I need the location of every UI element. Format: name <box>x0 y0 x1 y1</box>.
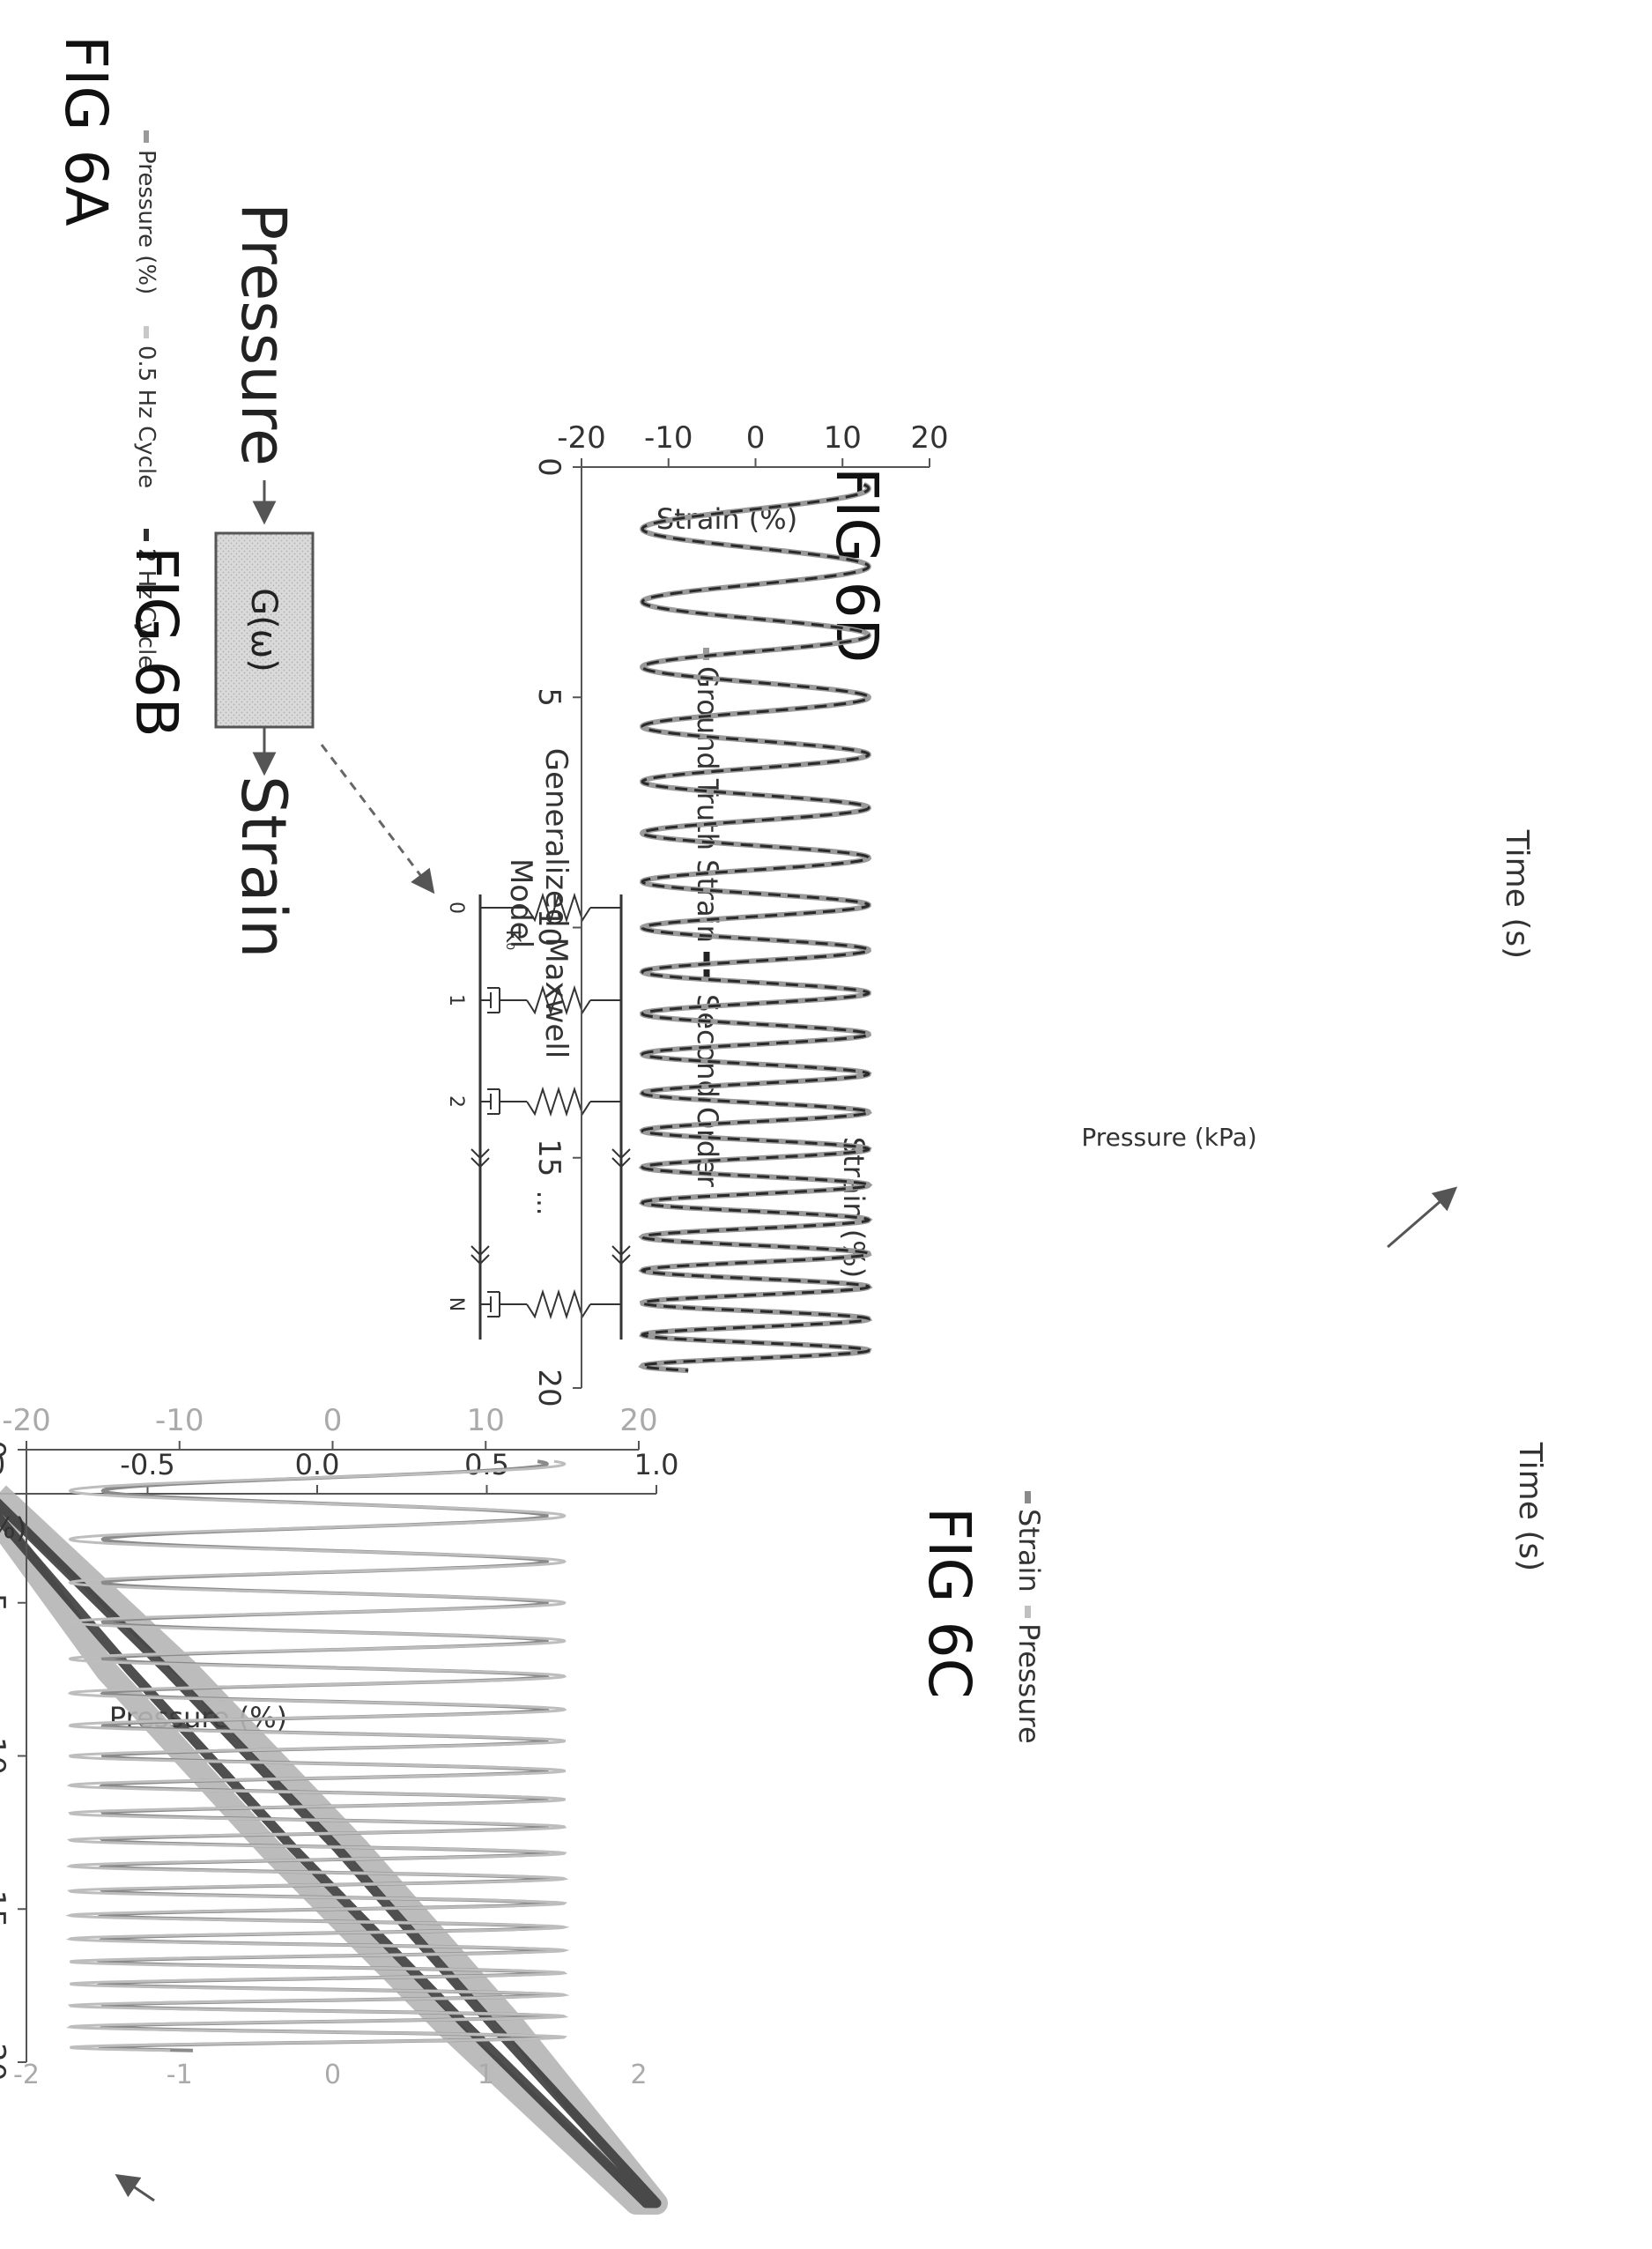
spring <box>526 892 591 924</box>
fig-6a-plot <box>0 1482 668 2215</box>
fig-6d-plot <box>638 482 873 1374</box>
legend-swatch-2hz <box>144 529 149 541</box>
branch-label: 2 <box>445 1095 467 1108</box>
fig-6d-legend: Ground Truth Strain Second Order <box>691 648 724 1188</box>
dashpot-cup <box>487 1088 500 1115</box>
x-tick-label: 20 <box>0 2043 11 2081</box>
break-mark <box>470 1148 490 1169</box>
x-tick-label: 10 <box>531 909 567 946</box>
branch-label: 1 <box>445 994 467 1006</box>
dashpot-cup <box>487 1291 500 1317</box>
y-tick-label: 10 <box>824 420 862 456</box>
fig-6a-axes: -1.0-0.50.00.51.0-1.0-0.50.00.51.0 <box>0 1448 679 1495</box>
fig-6d: FIG 6D Ground Truth Strain Second Order … <box>531 420 1535 1407</box>
fig-6c-y2label: Pressure (kPa) <box>1081 1123 1256 1152</box>
fig-6c-xlabel: Time (s) <box>1512 1442 1548 1571</box>
legend-label-05hz: 0.5 Hz Cycle <box>133 345 159 488</box>
fig-6a-legend: Pressure (%) 0.5 Hz Cycle 2 Hz Cycle <box>133 130 159 669</box>
branch-label: 0 <box>445 902 467 914</box>
fig-6c-plot <box>65 1459 570 2052</box>
maxwell-model-diagram: 0 1 2 N K₀... <box>445 892 631 1340</box>
x-tick-label: 20 <box>531 1369 567 1407</box>
y-tick-label: -20 <box>557 420 606 456</box>
fig-6a-arrow-top <box>1387 1186 1458 1249</box>
y2-tick-label: -2 <box>13 2060 40 2090</box>
series-second-order <box>640 483 871 1372</box>
y-tick-label: -20 <box>2 1403 51 1438</box>
y2-tick-label: 0 <box>324 2060 341 2090</box>
legend-label-ground-truth: Ground Truth Strain <box>691 666 724 943</box>
k0-label: K₀ <box>501 930 523 950</box>
y-tick-label: 20 <box>910 420 948 456</box>
y-tick-label: 0.5 <box>464 1448 509 1481</box>
loop-2-hz-cycle <box>0 1488 662 2208</box>
legend-label-2hz: 2 Hz Cycle <box>133 548 159 669</box>
fig-6d-xlabel: Time (s) <box>1499 829 1535 959</box>
y-tick-label: -10 <box>644 420 693 456</box>
y2-tick-label: 1 <box>478 2060 494 2090</box>
fig-6b-output-label: Strain <box>227 776 300 958</box>
y-tick-label: 0 <box>746 420 766 456</box>
x-tick-label: 10 <box>0 1737 11 1775</box>
series-pressure <box>65 1459 570 2052</box>
y-tick-label: 10 <box>467 1403 505 1438</box>
break-mark <box>470 1245 490 1266</box>
spring <box>526 1086 591 1117</box>
fig-6c-legend: Strain Pressure <box>1012 1491 1046 1744</box>
legend-label-second-order: Second Order <box>691 994 724 1188</box>
fig-6b-block-label: G(ω) <box>243 588 284 672</box>
fig-6b-caption-line2: Model <box>503 858 538 948</box>
y-tick-label: -0.5 <box>120 1448 174 1481</box>
legend-swatch-strain <box>1025 1491 1031 1503</box>
fig-6d-axes: 0 5 10 15 20 -20 -10 0 10 20 <box>531 420 949 1407</box>
break-mark <box>611 1245 631 1266</box>
fig-6c-title: FIG 6C <box>915 1507 983 1699</box>
y-tick-label: 0 <box>323 1403 343 1438</box>
ellipsis: ... <box>530 1191 561 1216</box>
legend-label-pressure: Pressure (%) <box>133 150 159 294</box>
x-tick-label: 5 <box>0 1593 11 1613</box>
fig-6b: FIG 6B Pressure G(ω) Strain Generalized … <box>122 203 631 1340</box>
fig-6b-dashed-arrow <box>320 744 435 894</box>
legend-swatch-05hz <box>144 326 149 338</box>
legend-swatch-pressure-c <box>1025 1606 1031 1618</box>
fig-6a-arrow-bottom <box>115 2173 155 2202</box>
spring <box>526 984 591 1016</box>
dashpot-cup <box>487 987 500 1013</box>
y-tick-label: 20 <box>619 1403 657 1438</box>
y2-tick-label: 2 <box>630 2060 647 2090</box>
y-tick-label: 1.0 <box>634 1448 679 1481</box>
y2-tick-label: -1 <box>167 2060 193 2090</box>
fig-6b-title: FIG 6B <box>122 546 190 738</box>
loop-0.5-hz-cycle <box>0 1482 668 2215</box>
x-tick-label: 15 <box>531 1139 567 1176</box>
fig-6b-input-label: Pressure <box>227 203 300 466</box>
x-tick-label: 0 <box>0 1440 11 1459</box>
y-tick-label: -1.0 <box>0 1448 5 1481</box>
x-tick-label: 15 <box>0 1890 11 1928</box>
rotated-figure-sheet: FIG 6A Pressure (%) 0.5 Hz Cycle 2 Hz Cy… <box>0 35 1548 2215</box>
break-mark <box>611 1148 631 1169</box>
legend-label-strain: Strain <box>1012 1509 1046 1592</box>
spring <box>526 1288 591 1320</box>
branch-label: N <box>445 1297 467 1311</box>
x-tick-label: 0 <box>531 457 567 477</box>
legend-label-pressure-c: Pressure <box>1012 1623 1046 1744</box>
legend-swatch-pressure <box>144 130 149 143</box>
x-tick-label: 5 <box>531 687 567 707</box>
fig-6a-title: FIG 6A <box>52 35 120 226</box>
y-tick-label: -10 <box>155 1403 204 1438</box>
fig-6c: FIG 6C Strain Pressure Strain (%) Pressu… <box>0 1123 1548 2090</box>
fig-6c-ylabel: Strain (%) <box>0 1511 26 1545</box>
